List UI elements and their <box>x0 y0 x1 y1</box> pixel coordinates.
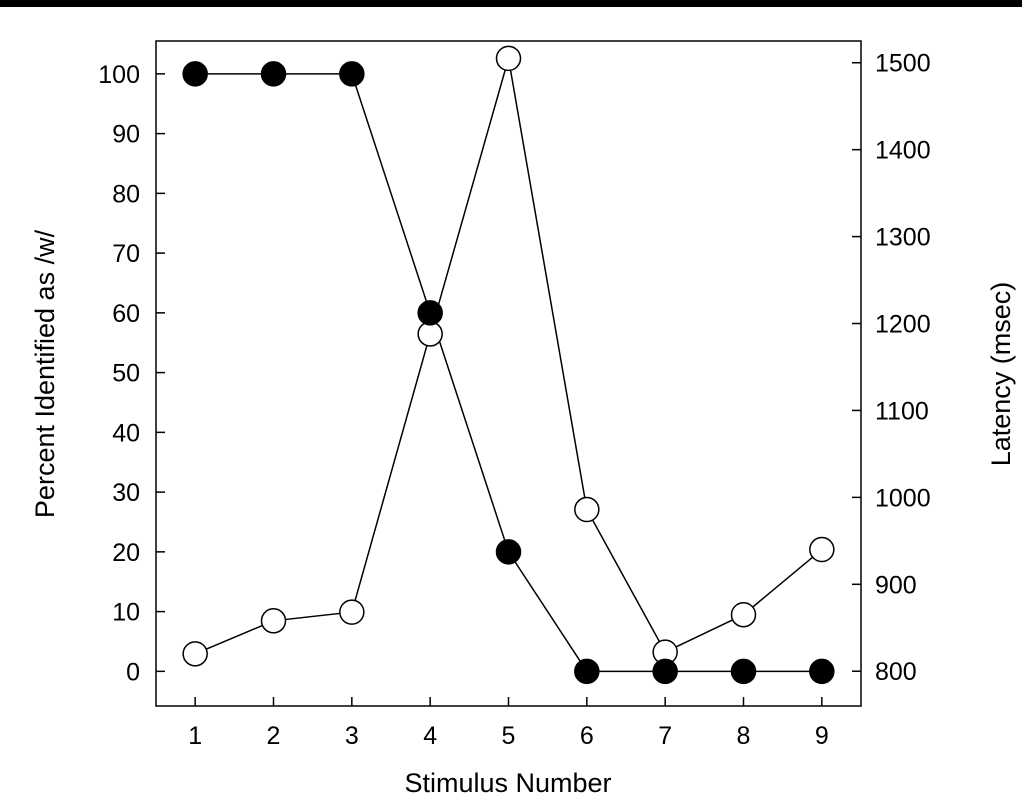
series-layer <box>182 45 835 685</box>
y-right-tick-label: 1000 <box>875 484 931 512</box>
filled-point <box>260 61 287 87</box>
y-left-tick-label: 50 <box>112 360 140 388</box>
y-left-tick-label: 80 <box>112 180 140 208</box>
y-left-tick-label: 100 <box>98 61 140 89</box>
x-tick-label: 8 <box>737 722 751 750</box>
y-left-tick-label: 70 <box>112 240 140 268</box>
open-point <box>574 496 600 523</box>
x-tick-label: 1 <box>188 722 202 750</box>
y-axis-left-label: Percent Identified as /w/ <box>30 229 60 518</box>
y-left-tick-label: 90 <box>112 121 140 149</box>
y-left-tick-label: 30 <box>112 479 140 507</box>
y-right-tick-label: 1400 <box>875 137 931 165</box>
y-axis-right-label: Latency (msec) <box>986 282 1016 467</box>
filled-point <box>730 658 757 685</box>
y-right-tick-label: 1300 <box>875 224 931 252</box>
y-left-tick-label: 40 <box>112 419 140 447</box>
open-point <box>339 599 365 625</box>
y-right-tick-label: 800 <box>875 658 917 686</box>
x-axis-label: Stimulus Number <box>404 768 611 798</box>
filled-point <box>417 300 443 326</box>
x-tick-label: 6 <box>580 722 594 750</box>
open-point <box>495 45 522 72</box>
x-tick-label: 7 <box>658 722 672 750</box>
open-point <box>182 641 208 667</box>
plot-frame <box>155 40 862 707</box>
y-right-tick-label: 1100 <box>875 397 929 425</box>
y-right-tick-label: 1200 <box>875 311 931 339</box>
x-tick-label: 5 <box>502 722 516 750</box>
y-right-tick-label: 1500 <box>875 50 931 78</box>
filled-point <box>182 61 208 87</box>
y-left-tick-label: 10 <box>112 599 140 627</box>
x-tick-label: 2 <box>267 722 281 750</box>
filled-point <box>339 61 365 87</box>
top-rule <box>0 0 1022 7</box>
open-point <box>730 601 757 628</box>
y-right-tick-label: 900 <box>875 571 917 599</box>
x-axis: 1 2 3 4 5 6 7 8 9 <box>188 697 829 750</box>
y-axis-right: 800 900 1000 1100 1200 1300 1400 1500 <box>852 50 931 686</box>
x-tick-label: 9 <box>815 722 829 750</box>
filled-point <box>809 658 835 685</box>
open-point <box>809 536 835 563</box>
x-tick-label: 4 <box>423 722 437 750</box>
filled-point <box>574 658 600 685</box>
open-point <box>260 608 287 634</box>
y-left-tick-label: 60 <box>112 300 140 328</box>
series-line-0 <box>195 73 822 673</box>
y-left-tick-label: 20 <box>112 539 140 567</box>
filled-point <box>495 539 522 565</box>
y-left-tick-label: 0 <box>126 658 140 686</box>
x-tick-label: 3 <box>345 722 359 750</box>
y-axis-left: 0 10 20 30 40 50 60 70 80 90 100 <box>98 61 165 686</box>
filled-point <box>652 658 678 685</box>
